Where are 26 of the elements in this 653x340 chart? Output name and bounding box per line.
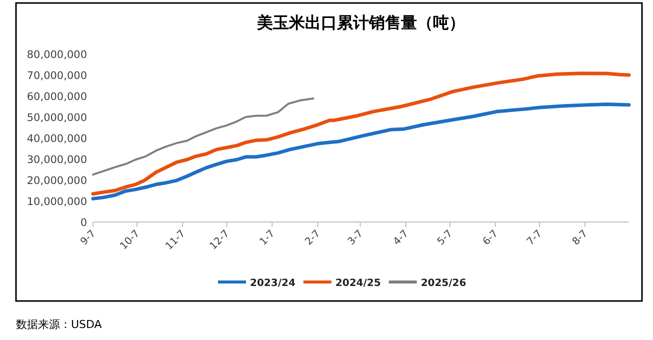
x-tick-label: 1-7 (258, 228, 278, 248)
chart-title: 美玉米出口累计销售量（吨） (256, 13, 465, 32)
x-tick-label: 8-7 (570, 228, 590, 248)
line-series (91, 102, 631, 200)
line-series (92, 98, 314, 176)
x-tick-label: 2-7 (303, 228, 323, 248)
x-tick-label: 5-7 (436, 228, 455, 248)
y-tick-label: 10,000,000 (26, 196, 87, 208)
y-tick-label: 30,000,000 (26, 154, 87, 166)
x-tick-label: 4-7 (392, 228, 411, 248)
legend-label: 2023/24 (250, 278, 296, 289)
legend-label: 2025/26 (420, 278, 466, 289)
x-tick-label: 7-7 (525, 228, 545, 248)
y-tick-label: 70,000,000 (26, 70, 87, 82)
y-tick-label: 60,000,000 (26, 91, 87, 103)
source-note: 数据来源：USDA (16, 318, 102, 331)
y-tick-label: 20,000,000 (26, 175, 87, 187)
line-series (91, 72, 631, 196)
y-tick-label: 80,000,000 (26, 49, 87, 61)
y-tick-label: 50,000,000 (26, 112, 87, 124)
x-tick-label: 9-7 (78, 228, 98, 248)
x-tick-label: 6-7 (481, 228, 500, 248)
y-tick-label: 40,000,000 (26, 133, 87, 145)
x-tick-label: 3-7 (346, 228, 366, 248)
legend-label: 2024/25 (335, 278, 381, 289)
y-tick-label: 0 (80, 217, 87, 229)
